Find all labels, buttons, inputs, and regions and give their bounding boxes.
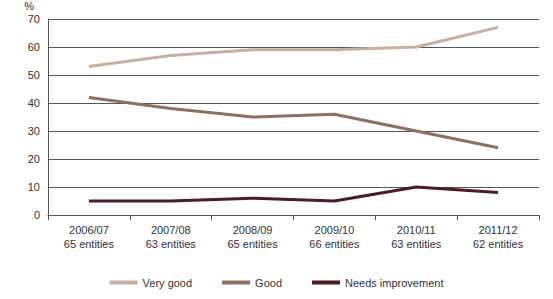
svg-text:2010/11: 2010/11 xyxy=(397,224,436,236)
svg-text:30: 30 xyxy=(28,125,40,137)
svg-text:63 entities: 63 entities xyxy=(391,238,442,250)
svg-text:2007/08: 2007/08 xyxy=(151,224,191,236)
svg-text:2009/10: 2009/10 xyxy=(315,224,355,236)
svg-text:65 entities: 65 entities xyxy=(228,238,279,250)
svg-text:65 entities: 65 entities xyxy=(64,238,115,250)
svg-text:40: 40 xyxy=(28,97,40,109)
svg-text:Very good: Very good xyxy=(143,277,193,289)
svg-text:20: 20 xyxy=(28,153,40,165)
svg-text:Needs improvement: Needs improvement xyxy=(345,277,443,289)
svg-text:62 entities: 62 entities xyxy=(473,238,524,250)
svg-text:50: 50 xyxy=(28,69,40,81)
svg-text:10: 10 xyxy=(28,181,40,193)
svg-text:60: 60 xyxy=(28,41,40,53)
svg-text:Good: Good xyxy=(255,277,282,289)
svg-text:2008/09: 2008/09 xyxy=(233,224,273,236)
svg-text:2006/07: 2006/07 xyxy=(69,224,109,236)
svg-text:63 entities: 63 entities xyxy=(146,238,197,250)
svg-text:%: % xyxy=(24,0,34,12)
svg-text:0: 0 xyxy=(34,209,40,221)
svg-text:70: 70 xyxy=(28,13,40,25)
svg-text:2011/12: 2011/12 xyxy=(479,224,518,236)
svg-text:66 entities: 66 entities xyxy=(309,238,360,250)
